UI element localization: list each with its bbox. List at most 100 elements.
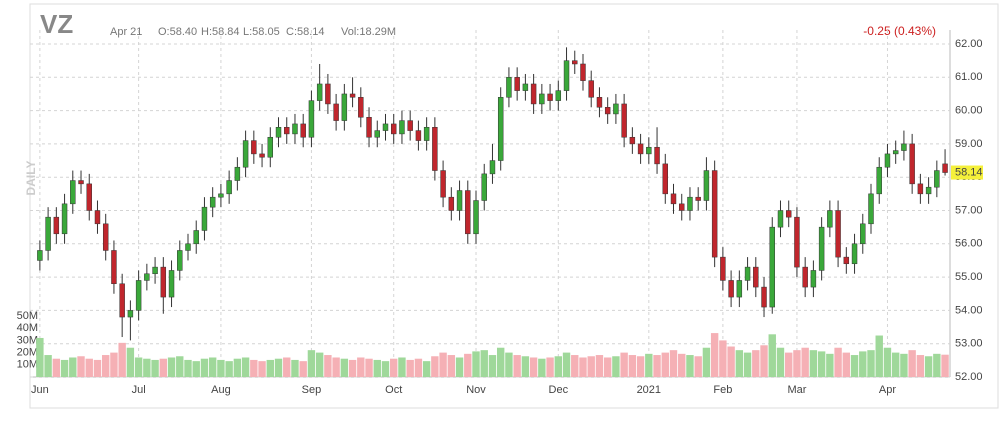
volume-bar [143, 358, 151, 377]
candle-body [835, 210, 841, 258]
candle-body [127, 310, 134, 318]
x-tick-label: Oct [385, 384, 402, 396]
candle-body [341, 93, 348, 121]
volume-bar [521, 356, 530, 377]
candle-body [53, 216, 60, 235]
price-change: -0.25 (0.43%) [863, 24, 936, 38]
candle-body [646, 146, 652, 155]
x-tick-label: Sep [302, 384, 322, 396]
candle-body [374, 130, 380, 138]
volume-bar [398, 357, 406, 377]
candle-body [168, 270, 175, 298]
volume-tick-label: 30M [17, 334, 38, 346]
candle-body [308, 100, 315, 138]
volume-bar [809, 350, 818, 377]
candle-body [300, 123, 306, 138]
volume-bar [324, 355, 332, 377]
volume-bar [719, 340, 727, 377]
candle-body [753, 266, 759, 288]
y-tick-label: 62.00 [955, 38, 983, 50]
candle-body [456, 190, 463, 211]
y-tick-label: 59.00 [955, 138, 983, 150]
candle-body [728, 280, 734, 298]
volume-tick-label: 40M [17, 322, 38, 334]
candle-body [349, 93, 356, 98]
candle-body [843, 256, 850, 265]
volume-bar [678, 353, 686, 377]
candle-body [292, 123, 298, 135]
volume-bar [603, 357, 612, 377]
x-tick-label: Apr [879, 384, 896, 396]
quote-open: O:58.40 [158, 26, 197, 38]
y-tick-label: 52.00 [955, 371, 983, 383]
volume-bar [875, 335, 883, 377]
volume-bar [826, 353, 834, 377]
volume-bar [134, 357, 143, 377]
volume-bar [710, 333, 719, 377]
volume-bar [406, 359, 414, 377]
candle-body [785, 210, 792, 218]
candle-body [78, 180, 84, 185]
candle-body [358, 97, 364, 118]
candle-body [465, 190, 471, 235]
volume-bar [439, 352, 447, 377]
volume-bar [36, 337, 44, 377]
volume-bar [340, 358, 349, 377]
volume-bar [628, 355, 637, 377]
volume-bar [381, 361, 390, 377]
candle-body [275, 127, 282, 138]
volume-bar [200, 358, 209, 377]
volume-bar [60, 359, 69, 377]
volume-bar [842, 352, 851, 377]
volume-bar [151, 359, 159, 377]
candle-body [818, 226, 825, 271]
candle-body [201, 206, 208, 231]
candle-body [111, 250, 117, 285]
volume-bar [571, 355, 579, 377]
candle-body [144, 273, 150, 281]
volume-bar [702, 347, 711, 377]
volume-bar [283, 357, 291, 377]
y-tick-label: 57.00 [955, 204, 983, 216]
y-tick-label: 55.00 [955, 271, 983, 283]
candle-body [892, 150, 899, 155]
volume-bar [916, 355, 925, 377]
volume-bar [315, 352, 324, 377]
candle-body [399, 120, 405, 135]
candle-body [794, 216, 800, 268]
candle-body [135, 280, 142, 311]
volume-bar [332, 357, 340, 377]
x-tick-label: Aug [211, 384, 231, 396]
volume-bar [620, 352, 628, 377]
candle-body [769, 226, 775, 308]
candle-body [160, 266, 167, 298]
candle-body [432, 127, 438, 171]
volume-bar [357, 357, 365, 377]
y-tick-label: 53.00 [955, 338, 983, 350]
candle-body [391, 123, 397, 135]
volume-bar [579, 357, 587, 377]
volume-bar [760, 345, 768, 377]
x-tick-label: 2021 [637, 384, 661, 396]
volume-bar [266, 359, 274, 377]
quote-high: H:58.84 [201, 26, 240, 38]
volume-bar [645, 353, 653, 377]
candle-body [259, 153, 265, 158]
candle-body [415, 130, 422, 141]
volume-bar [554, 356, 563, 377]
candle-body [61, 203, 68, 235]
y-tick-label: 54.00 [955, 304, 983, 316]
volume-bar [69, 357, 77, 377]
volume-bar [867, 350, 875, 377]
candle-body [827, 210, 833, 228]
volume-bar [900, 353, 908, 377]
candle-body [596, 97, 603, 108]
candle-body [45, 216, 51, 251]
candle-body [489, 160, 496, 175]
volume-bar [834, 347, 842, 377]
candle-body [851, 243, 858, 265]
volume-bar [348, 359, 357, 377]
volume-bar [587, 356, 595, 377]
volume-bar [891, 352, 900, 377]
candle-body [152, 266, 158, 275]
